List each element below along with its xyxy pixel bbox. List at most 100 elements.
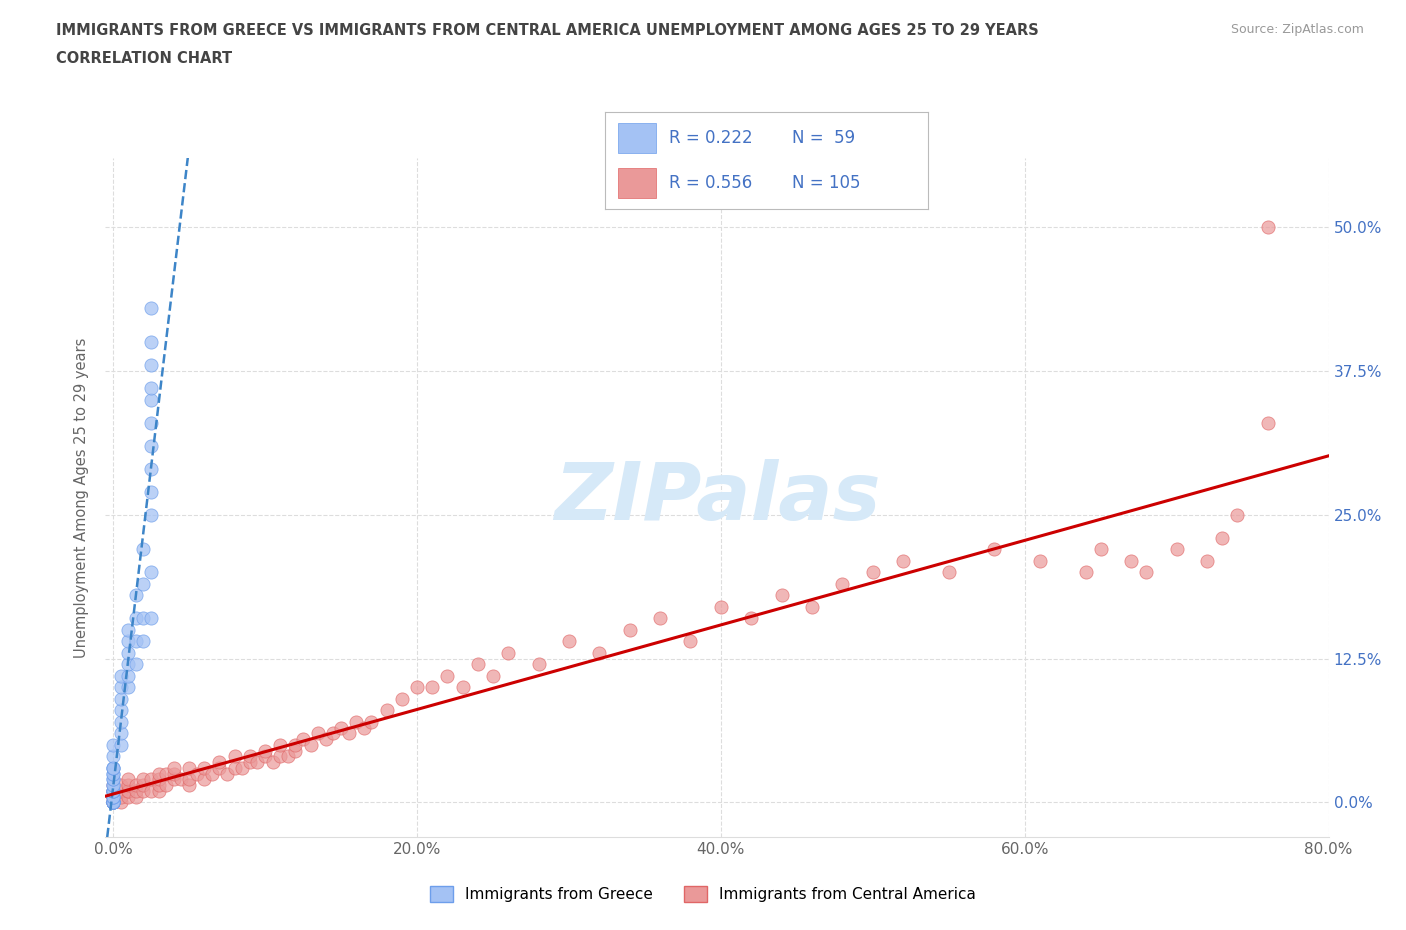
Point [132, 772, 155, 787]
Point [193, 772, 215, 787]
Point [132, 777, 155, 792]
Point [101, 790, 124, 804]
Point [831, 577, 853, 591]
Point [139, 416, 162, 431]
Point [101, 790, 124, 804]
Point [253, 743, 276, 758]
Point [101, 784, 124, 799]
Point [201, 766, 224, 781]
Point [344, 714, 367, 729]
Point [284, 737, 307, 752]
Point [117, 634, 139, 649]
Point [284, 743, 307, 758]
Point [101, 795, 124, 810]
Point [208, 755, 231, 770]
Point [1135, 565, 1157, 579]
Point [110, 790, 132, 804]
Point [139, 358, 162, 373]
Point [101, 790, 124, 804]
Point [125, 611, 148, 626]
Point [117, 645, 139, 660]
Point [139, 461, 162, 476]
Point [648, 611, 671, 626]
Point [101, 737, 124, 752]
Text: CORRELATION CHART: CORRELATION CHART [56, 51, 232, 66]
Point [110, 726, 132, 741]
Point [231, 761, 253, 776]
Point [1074, 565, 1097, 579]
Point [467, 657, 489, 671]
Point [139, 772, 162, 787]
Point [125, 634, 148, 649]
Point [163, 761, 186, 776]
Point [139, 380, 162, 395]
Point [110, 714, 132, 729]
Point [770, 588, 793, 603]
Text: IMMIGRANTS FROM GREECE VS IMMIGRANTS FROM CENTRAL AMERICA UNEMPLOYMENT AMONG AGE: IMMIGRANTS FROM GREECE VS IMMIGRANTS FRO… [56, 23, 1039, 38]
Point [110, 669, 132, 684]
Point [1090, 542, 1112, 557]
Point [375, 703, 398, 718]
Point [193, 761, 215, 776]
Point [101, 772, 124, 787]
Point [117, 680, 139, 695]
Point [139, 508, 162, 523]
Point [139, 565, 162, 579]
Point [101, 766, 124, 781]
Point [110, 784, 132, 799]
Point [117, 772, 139, 787]
Point [117, 622, 139, 637]
Point [101, 777, 124, 792]
Point [170, 772, 193, 787]
Point [132, 577, 155, 591]
Point [215, 766, 238, 781]
Point [163, 766, 186, 781]
Point [307, 726, 329, 741]
Point [330, 720, 353, 735]
Point [132, 542, 155, 557]
Point [224, 749, 246, 764]
Point [101, 761, 124, 776]
Point [125, 777, 148, 792]
Point [101, 777, 124, 792]
Point [101, 777, 124, 792]
Point [110, 680, 132, 695]
Point [1211, 530, 1233, 545]
Point [208, 761, 231, 776]
Point [1121, 553, 1143, 568]
Point [262, 755, 284, 770]
Point [1029, 553, 1052, 568]
Text: ZIPalas: ZIPalas [554, 458, 880, 537]
Point [740, 611, 762, 626]
Point [679, 634, 702, 649]
Point [101, 795, 124, 810]
Point [322, 726, 344, 741]
Text: R = 0.556: R = 0.556 [669, 174, 752, 192]
Point [101, 784, 124, 799]
Point [1257, 416, 1279, 431]
Point [101, 795, 124, 810]
Point [132, 611, 155, 626]
Text: N = 105: N = 105 [792, 174, 860, 192]
Point [139, 485, 162, 499]
Point [239, 755, 262, 770]
Point [125, 790, 148, 804]
Point [451, 680, 474, 695]
Point [1257, 219, 1279, 234]
Point [101, 790, 124, 804]
FancyBboxPatch shape [617, 168, 657, 197]
Point [177, 772, 200, 787]
Point [148, 772, 170, 787]
Point [101, 772, 124, 787]
Point [101, 761, 124, 776]
Text: R = 0.222: R = 0.222 [669, 129, 752, 147]
Point [155, 777, 177, 792]
Point [186, 766, 208, 781]
Point [148, 784, 170, 799]
Point [139, 392, 162, 407]
Point [246, 755, 269, 770]
Point [277, 749, 299, 764]
Point [101, 761, 124, 776]
Point [148, 766, 170, 781]
Point [101, 790, 124, 804]
